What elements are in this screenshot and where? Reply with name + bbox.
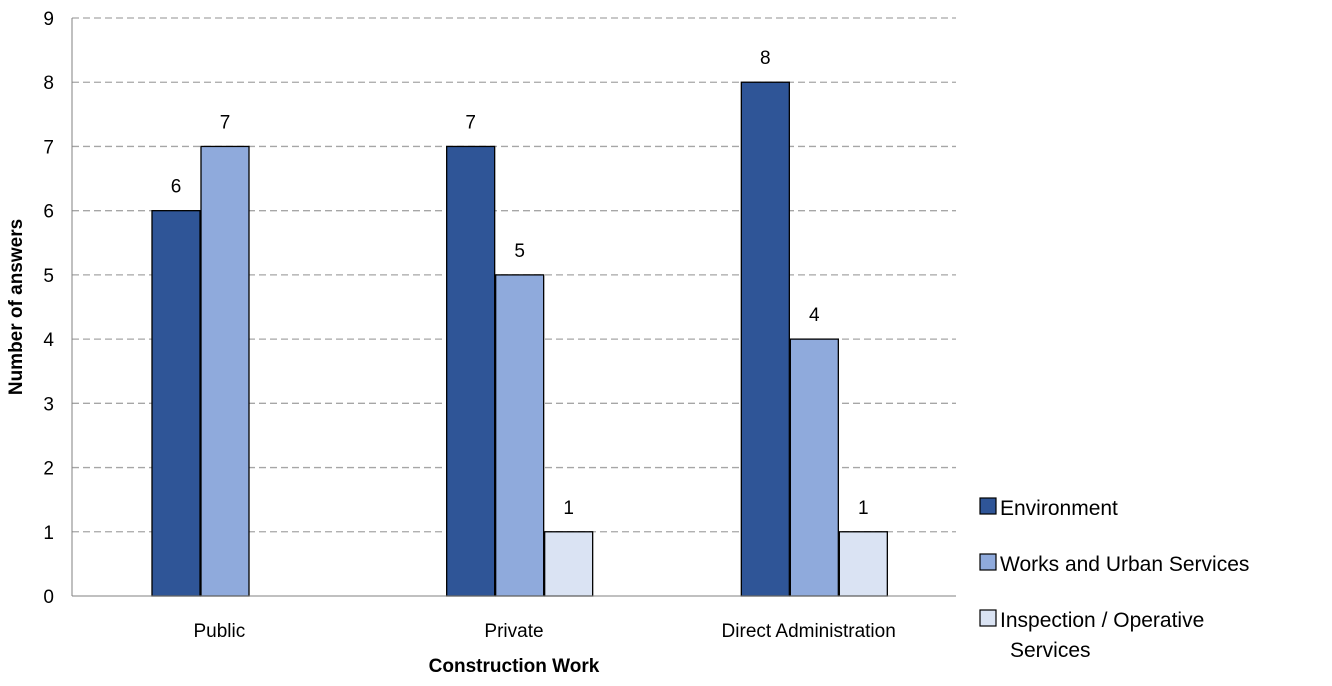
legend-label: Services xyxy=(1010,639,1091,662)
x-tick-label: Private xyxy=(484,621,543,642)
data-label: 7 xyxy=(465,112,476,133)
bar xyxy=(495,274,545,597)
bar xyxy=(740,81,790,597)
legend-swatch xyxy=(979,553,997,571)
y-tick-label: 4 xyxy=(43,330,54,351)
legend: Environment Works and Urban Services Inspe… xyxy=(979,497,1249,662)
data-labels: 6 7 7 5 1 8 4 1 xyxy=(171,48,869,519)
y-tick-label: 5 xyxy=(43,266,54,287)
bar xyxy=(200,145,250,597)
bar xyxy=(151,210,201,597)
data-label: 8 xyxy=(760,48,771,69)
y-tick-label: 6 xyxy=(43,202,54,223)
y-tick-label: 3 xyxy=(43,394,54,415)
x-tick-label: Direct Administration xyxy=(722,621,896,642)
y-tick-labels: 0 1 2 3 4 5 6 7 8 9 xyxy=(43,9,54,608)
data-label: 7 xyxy=(220,112,231,133)
legend-swatch xyxy=(979,497,997,515)
legend-label: Inspection / Operative xyxy=(1000,609,1204,632)
y-tick-label: 2 xyxy=(43,459,54,480)
y-axis-title: Number of answers xyxy=(6,219,27,395)
data-label: 1 xyxy=(563,498,574,519)
legend-label: Works and Urban Services xyxy=(1000,553,1249,576)
data-label: 1 xyxy=(858,498,869,519)
bar xyxy=(544,531,594,597)
y-tick-label: 9 xyxy=(43,9,54,30)
bar xyxy=(838,531,888,597)
y-tick-label: 7 xyxy=(43,137,54,158)
legend-label: Environment xyxy=(1000,497,1118,520)
y-tick-label: 0 xyxy=(43,587,54,608)
legend-swatch xyxy=(979,609,997,627)
data-label: 6 xyxy=(171,177,182,198)
y-tick-label: 8 xyxy=(43,73,54,94)
x-tick-labels: Public Private Direct Administration xyxy=(193,621,895,642)
y-tick-label: 1 xyxy=(43,523,54,544)
x-axis-title: Construction Work xyxy=(429,656,600,677)
data-label: 4 xyxy=(809,305,820,326)
bar xyxy=(789,338,839,597)
data-label: 5 xyxy=(514,241,525,262)
x-tick-label: Public xyxy=(193,621,245,642)
bars xyxy=(151,81,888,597)
bar xyxy=(446,145,496,597)
